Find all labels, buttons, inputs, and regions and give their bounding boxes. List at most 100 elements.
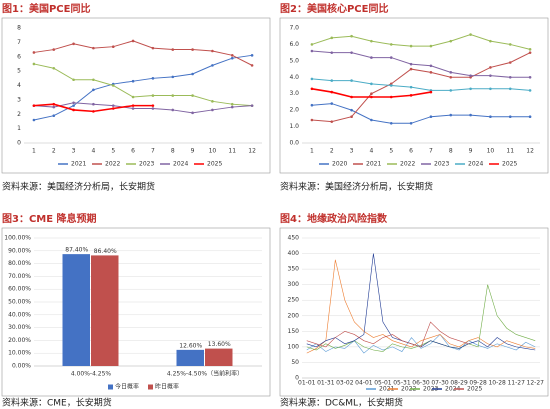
y-tick-label: 4 [17,82,21,89]
point-marker [429,64,433,68]
point-marker [52,102,56,106]
point-marker [191,94,194,97]
legend-label: 2025 [467,386,482,393]
point-marker [350,79,353,82]
point-marker [310,87,314,91]
legend-label: 2025 [207,161,222,168]
x-tick-label: 12 [526,148,534,155]
y-tick-label: 5.0 [289,57,299,64]
legend-label: 2024 [468,161,483,168]
point-marker [211,64,214,67]
point-marker [171,94,175,97]
point-marker [350,34,353,38]
y-tick-label: 0 [295,375,299,382]
point-marker [449,113,453,117]
point-marker [211,100,214,103]
x-tick-label: 1 [310,148,314,155]
legend-label: 2021 [379,386,394,393]
point-marker [449,71,453,74]
x-tick-label: 10-28 [488,380,506,387]
point-marker [32,118,36,122]
y-tick-label: 6.0 [289,41,299,48]
bar [91,255,119,366]
point-marker [389,95,393,99]
y-tick-label: 5 [17,68,21,75]
point-marker [409,85,413,89]
point-marker [429,44,433,48]
x-tick-label: 2 [52,148,56,155]
point-marker [528,115,532,119]
x-tick-label: 05-01 [374,380,392,387]
series-line [33,102,253,114]
legend-label: 2022 [105,161,120,168]
point-marker [528,89,532,92]
legend-label: 今日概率 [115,383,139,391]
point-marker [449,39,453,43]
point-marker [409,121,413,125]
x-tick-label: 10 [209,148,217,155]
x-tick-label: 11-27 [507,380,525,387]
point-marker [508,75,512,79]
point-marker [330,51,334,54]
series-line [311,103,531,124]
y-tick-label: 1.0 [289,123,299,130]
point-marker [330,120,334,123]
y-tick-label: 8 [17,25,21,32]
bar-value-label: 86.40% [94,248,117,255]
x-tick-label: 08-29 [450,380,468,387]
x-tick-label: 11 [506,148,514,155]
chart-frame [1,227,271,397]
point-marker [370,82,373,86]
point-marker [131,39,135,43]
point-marker [52,105,56,109]
x-tick-label: 05-31 [393,380,411,387]
x-tick-label: 3 [350,148,354,155]
y-tick-label: 40.00% [8,311,31,318]
x-tick-label: 5 [389,148,393,155]
point-marker [250,104,254,107]
source-note: 资料来源：CME，长安期货 [2,397,112,409]
point-marker [350,108,353,112]
source-note: 资料来源：DC&ML，长安期货 [280,397,403,409]
y-tick-label: 0.0 [289,140,299,147]
point-marker [151,46,155,50]
point-marker [370,39,373,43]
point-marker [92,46,95,50]
y-tick-label: 70.00% [8,273,31,280]
point-marker [151,94,155,97]
figure-title: 图3：CME 降息预期 [2,212,97,225]
point-marker [389,84,393,87]
y-tick-label: 3.0 [289,90,299,97]
series-line [33,63,253,107]
y-tick-label: 10.00% [8,350,31,357]
point-marker [310,43,314,46]
point-marker [429,115,433,119]
y-tick-label: 0.00% [12,363,31,370]
point-marker [151,77,155,80]
point-marker [429,71,433,74]
point-marker [92,78,95,82]
x-tick-label: 6 [409,148,413,155]
bar [62,254,90,366]
point-marker [171,75,175,79]
point-marker [151,104,155,107]
y-tick-label: 50.00% [8,299,31,306]
point-marker [211,108,214,112]
series-line [306,259,536,354]
y-tick-label: 0 [17,140,21,147]
legend-swatch [108,384,113,390]
y-tick-label: 150 [288,328,300,335]
point-marker [32,104,36,107]
figure-title: 图2：美国核心PCE同比 [280,2,388,15]
point-marker [330,90,334,94]
point-marker [310,103,314,107]
point-marker [350,95,353,99]
series-line [306,284,536,352]
y-tick-label: 2 [17,111,21,118]
point-marker [489,115,492,119]
point-marker [469,74,472,77]
x-tick-label: 6 [131,148,135,155]
point-marker [191,48,194,51]
point-marker [330,102,334,105]
point-marker [429,90,433,94]
